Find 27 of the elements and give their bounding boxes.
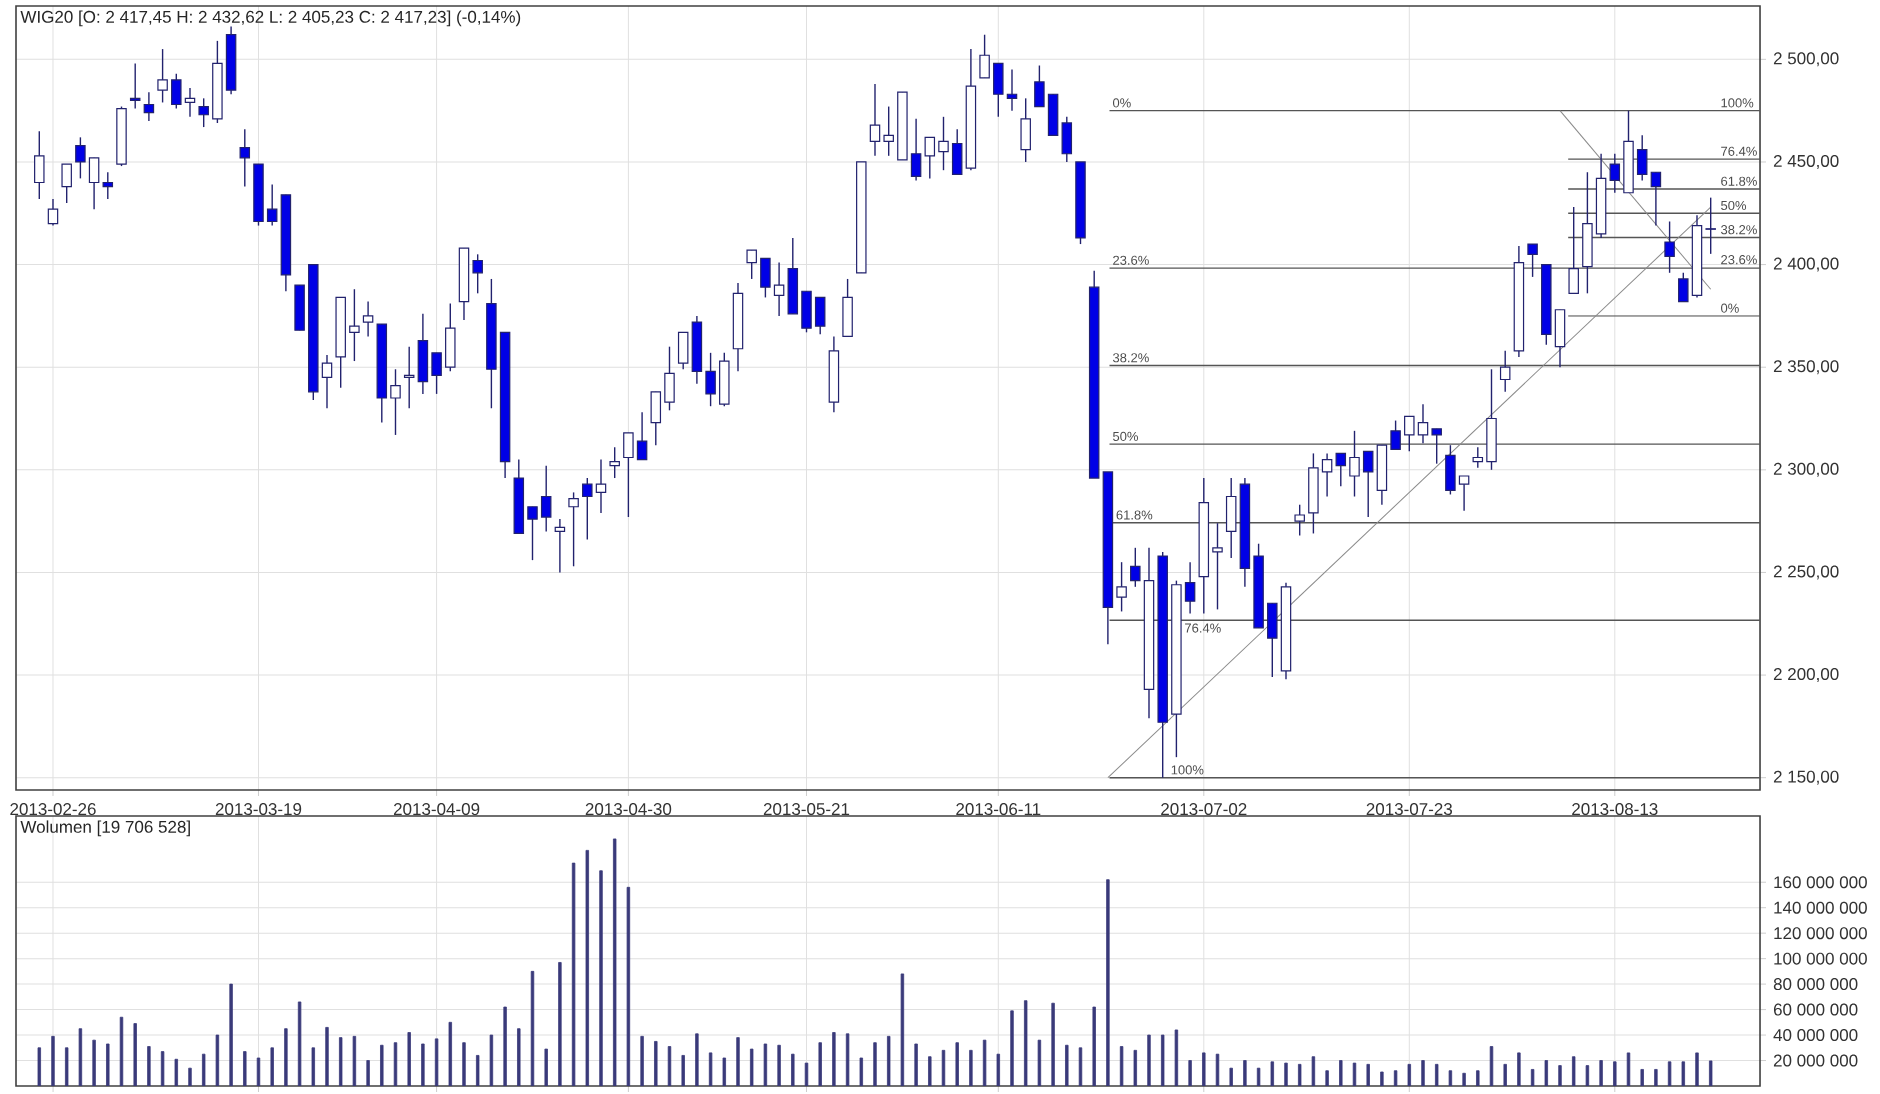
y-tick-label: 60 000 000: [1773, 1003, 1858, 1016]
y-tick-label: 160 000 000: [1774, 876, 1867, 889]
y-tick-label: 2 150,00: [1773, 770, 1839, 785]
x-tick-label: 2013-04-09: [393, 803, 480, 816]
x-tick-label: 2013-02-26: [10, 803, 96, 816]
y-tick-label: 2 400,00: [1773, 257, 1839, 272]
x-tick-label: 2013-08-13: [1572, 803, 1658, 816]
x-tick-label: 2013-04-30: [585, 803, 672, 816]
y-tick-label: 2 200,00: [1773, 668, 1839, 683]
y-tick-label: 20 000 000: [1773, 1054, 1858, 1067]
chart-title: WIG20 [O: 2 417,45 H: 2 432,62 L: 2 405,23 C: 2 417,23] (-0,14%): [20, 10, 521, 27]
y-tick-label: 2 350,00: [1773, 360, 1839, 375]
x-tick-label: 2013-05-21: [763, 803, 850, 816]
y-tick-label: 80 000 000: [1773, 978, 1858, 991]
x-tick-label: 2013-06-11: [956, 803, 1041, 816]
x-tick-label: 2013-03-19: [215, 803, 302, 816]
y-tick-label: 2 450,00: [1773, 154, 1839, 169]
y-tick-label: 2 300,00: [1773, 462, 1839, 477]
x-tick-label: 2013-07-02: [1161, 803, 1247, 816]
y-tick-label: 100 000 000: [1774, 952, 1867, 965]
y-tick-label: 140 000 000: [1774, 901, 1867, 914]
y-tick-label: 120 000 000: [1774, 927, 1867, 940]
x-tick-label: 2013-07-23: [1366, 803, 1453, 816]
y-tick-label: 40 000 000: [1773, 1029, 1858, 1042]
y-tick-label: 2 250,00: [1773, 565, 1839, 580]
y-tick-label: 2 500,00: [1773, 52, 1839, 67]
chart-title: Wolumen [19 706 528]: [20, 820, 190, 837]
